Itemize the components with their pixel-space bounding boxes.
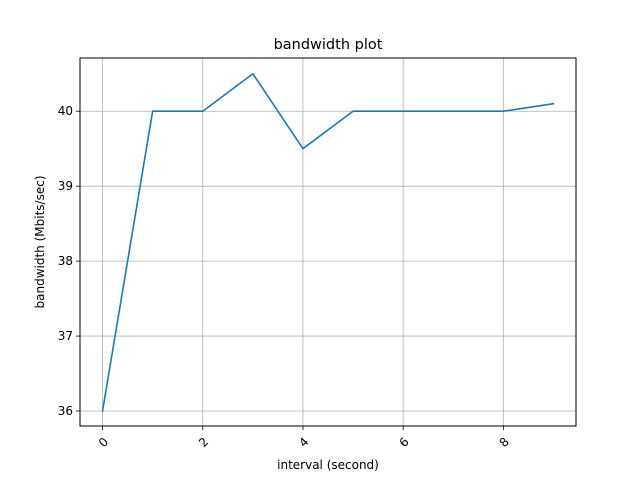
- y-tick-label: 36: [58, 404, 73, 418]
- x-tick-label: 2: [196, 435, 211, 450]
- y-tick-label: 39: [58, 179, 73, 193]
- x-tick-label: 4: [296, 435, 311, 450]
- bandwidth-series-line: [101, 72, 555, 412]
- x-axis-label: interval (second): [277, 458, 379, 472]
- axes-frame: [79, 57, 577, 427]
- y-tick-label: 38: [58, 254, 73, 268]
- x-axis-ticks: 0 2 4 6 8: [96, 426, 512, 450]
- x-tick-label: 6: [396, 435, 411, 450]
- chart-title: bandwidth plot: [274, 37, 383, 53]
- y-axis-label: bandwidth (Mbits/sec): [33, 176, 47, 309]
- y-tick-label: 40: [58, 104, 73, 118]
- y-tick-label: 37: [58, 329, 73, 343]
- plot-area: [101, 72, 555, 412]
- grid: [80, 58, 576, 426]
- x-tick-label: 0: [96, 435, 111, 450]
- y-axis-ticks: 36 37 38 39 40: [58, 104, 80, 418]
- x-tick-label: 8: [497, 435, 512, 450]
